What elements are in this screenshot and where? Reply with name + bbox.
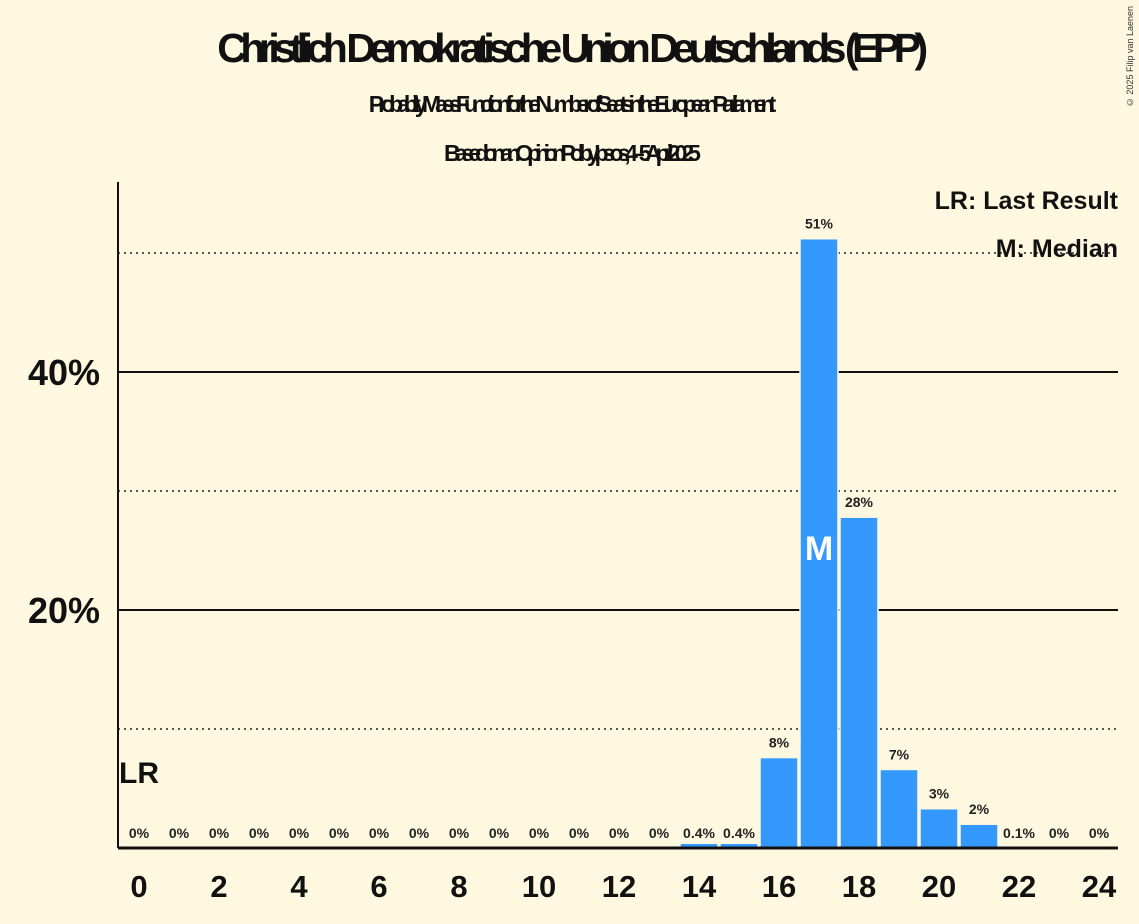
chart-subtitle: Probability Mass Function for the Number… [368, 91, 777, 117]
legend-last-result: LR: Last Result [935, 187, 1119, 215]
data-label: 7% [889, 746, 910, 762]
data-label: 0% [569, 825, 590, 841]
data-label: 2% [969, 801, 990, 817]
data-label: 28% [845, 494, 874, 510]
bar [839, 516, 879, 849]
data-label: 0.1% [1003, 825, 1035, 841]
data-label: 0% [649, 825, 670, 841]
data-label: 0% [169, 825, 190, 841]
data-label: 0% [209, 825, 230, 841]
data-label: 0% [409, 825, 430, 841]
x-tick-label: 0 [130, 869, 147, 904]
data-label: 0% [489, 825, 510, 841]
data-label: 51% [805, 216, 834, 232]
bar [799, 237, 839, 849]
data-label: 0% [369, 825, 390, 841]
bar [919, 807, 959, 849]
x-tick-label: 14 [682, 869, 717, 904]
x-tick-label: 24 [1082, 869, 1117, 904]
x-tick-label: 16 [762, 869, 796, 904]
x-tick-label: 6 [370, 869, 387, 904]
data-label: 0.4% [723, 825, 755, 841]
chart-subtitle-source: Based on an Opinion Poll by Ipsos, 4–5 A… [444, 140, 701, 166]
x-tick-label: 8 [450, 869, 467, 904]
data-label: 0% [329, 825, 350, 841]
data-label: 0% [289, 825, 310, 841]
data-label: 0% [1049, 825, 1070, 841]
x-tick-label: 22 [1002, 869, 1036, 904]
y-tick-label: 20% [28, 590, 100, 631]
data-label: 0% [129, 825, 150, 841]
data-label: 3% [929, 786, 950, 802]
bar [879, 768, 919, 849]
x-tick-label: 2 [210, 869, 227, 904]
x-tick-label: 4 [290, 869, 308, 904]
x-tick-label: 10 [522, 869, 556, 904]
data-label: 8% [769, 735, 790, 751]
bar [759, 756, 799, 849]
data-label: 0% [449, 825, 470, 841]
y-tick-label: 40% [28, 352, 100, 393]
x-tick-label: 18 [842, 869, 876, 904]
chart-title: Christlich Demokratische Union Deutschla… [217, 25, 928, 71]
data-label: 0% [249, 825, 270, 841]
last-result-marker: LR [119, 757, 159, 790]
data-label: 0% [529, 825, 550, 841]
bar [959, 823, 999, 849]
x-tick-label: 12 [602, 869, 636, 904]
data-label: 0% [1089, 825, 1110, 841]
median-marker: M [805, 530, 833, 568]
x-tick-label: 20 [922, 869, 956, 904]
legend-median: M: Median [996, 235, 1118, 263]
data-label: 0% [609, 825, 630, 841]
data-label: 0.4% [683, 825, 715, 841]
